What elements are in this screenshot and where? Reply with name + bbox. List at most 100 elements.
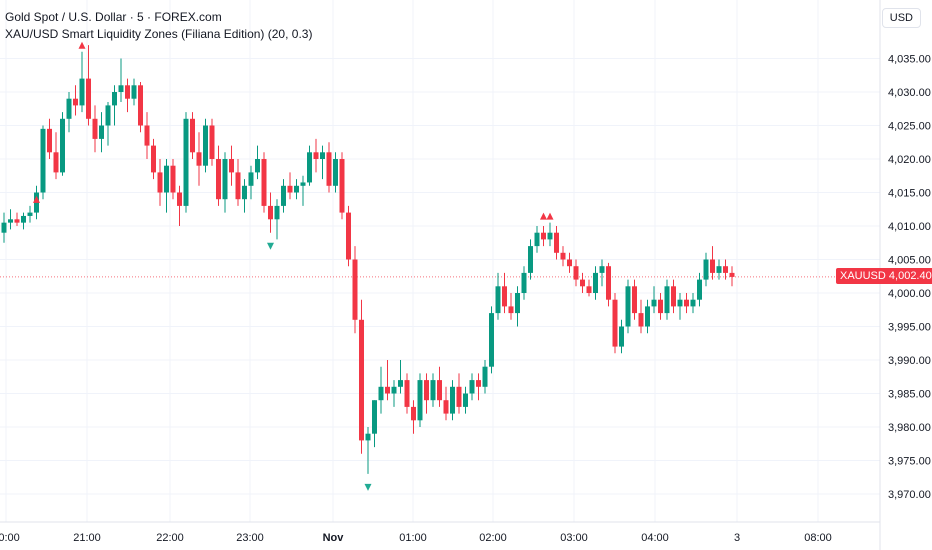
candle-body [638, 313, 644, 327]
candle-body [677, 299, 683, 307]
candle-body [378, 386, 384, 401]
candle-body [632, 286, 637, 314]
buy-signal-marker [364, 483, 372, 491]
currency-selector[interactable]: USD [881, 8, 921, 28]
y-tick-label: 4,035.00 [888, 54, 931, 66]
candle-body [229, 159, 234, 173]
y-tick-label: 4,005.00 [888, 255, 931, 267]
candle-body [508, 306, 514, 314]
candle-body [248, 172, 254, 186]
candle-body [287, 185, 293, 193]
y-tick-label: 3,990.00 [888, 355, 931, 367]
candle-body [437, 380, 442, 401]
candle-body [729, 272, 735, 277]
symbol-title: Gold Spot / U.S. Dollar · 5 · FOREX.com [5, 10, 222, 24]
candle-body [443, 400, 449, 414]
candle-body [27, 212, 33, 216]
y-tick-label: 3,985.00 [888, 389, 931, 401]
candle-body [476, 380, 481, 387]
last-price-symbol: XAUUSD [840, 269, 886, 282]
candle-body [196, 152, 202, 166]
candle-body [645, 306, 650, 327]
candle-body [580, 279, 585, 287]
y-tick-label: 4,025.00 [888, 121, 931, 133]
candle-body [515, 293, 520, 314]
candle-body [606, 266, 611, 300]
candle-body [697, 279, 702, 300]
y-tick-label: 3,975.00 [888, 456, 931, 468]
last-price-label: XAUUSD 4,002.40 [836, 267, 932, 284]
candle-body [417, 380, 423, 421]
candle-body [385, 386, 390, 394]
candle-body [684, 299, 689, 307]
y-tick-label: 4,030.00 [888, 87, 931, 99]
x-tick-label: 20:00 [0, 532, 20, 544]
candle-body [151, 145, 156, 173]
x-tick-label: 02:00 [479, 532, 507, 544]
candle-body [274, 205, 280, 220]
candle-body [281, 185, 286, 206]
candle-body [138, 85, 143, 126]
y-tick-label: 4,020.00 [888, 154, 931, 166]
candle-body [554, 232, 559, 253]
candle-body [339, 159, 345, 213]
candle-body [710, 259, 715, 273]
candle-body [333, 159, 338, 186]
candle-body [469, 380, 475, 394]
candle-body [222, 159, 228, 200]
sell-signal-marker [33, 195, 40, 203]
candle-body [404, 380, 410, 407]
candle-body [268, 205, 273, 220]
candle-body [21, 215, 26, 223]
y-tick-label: 3,980.00 [888, 422, 931, 434]
candle-body [326, 152, 332, 186]
candle-body [170, 165, 176, 193]
x-tick-label: 23:00 [236, 532, 264, 544]
buy-signal-marker [267, 242, 274, 250]
candle-body [144, 125, 150, 146]
x-tick-label: 22:00 [156, 532, 184, 544]
candle-body [203, 125, 208, 166]
candle-body [14, 219, 20, 223]
candle-body [346, 212, 351, 260]
candle-body [216, 159, 221, 200]
candle-body [92, 118, 98, 139]
candle-body [489, 313, 494, 367]
candle-body [599, 266, 605, 273]
candle-body [313, 152, 319, 159]
candle-body [619, 326, 624, 347]
candle-body [534, 232, 540, 247]
candle-body [658, 299, 663, 314]
candle-body [47, 128, 52, 153]
candle-body [183, 118, 189, 206]
candle-body [190, 118, 195, 153]
sell-signal-marker [546, 212, 554, 220]
candle-body [261, 159, 267, 206]
candle-body [53, 152, 59, 173]
indicator-legend[interactable]: XAU/USD Smart Liquidity Zones (Filiana E… [5, 27, 313, 41]
candle-body [118, 85, 124, 92]
candle-body [723, 266, 728, 273]
candle-body [612, 299, 618, 347]
candle-body [125, 85, 130, 99]
candle-body [105, 105, 111, 126]
candle-body [391, 386, 397, 394]
candle-body [294, 185, 299, 193]
y-tick-label: 4,010.00 [888, 221, 931, 233]
x-tick-label: 04:00 [641, 532, 669, 544]
candle-body [365, 433, 371, 441]
candle-body [209, 125, 215, 159]
candle-body [1, 222, 7, 233]
candle-body [521, 272, 527, 293]
candle-body [573, 266, 579, 280]
candle-body [157, 172, 163, 193]
candle-body [593, 272, 598, 293]
last-price-value: 4,002.40 [888, 269, 932, 282]
candle-body [177, 192, 182, 206]
candle-body [112, 92, 117, 106]
candle-body [79, 78, 85, 106]
candle-body [359, 319, 364, 441]
x-tick-label: 3 [734, 532, 740, 544]
candle-body [235, 172, 241, 200]
